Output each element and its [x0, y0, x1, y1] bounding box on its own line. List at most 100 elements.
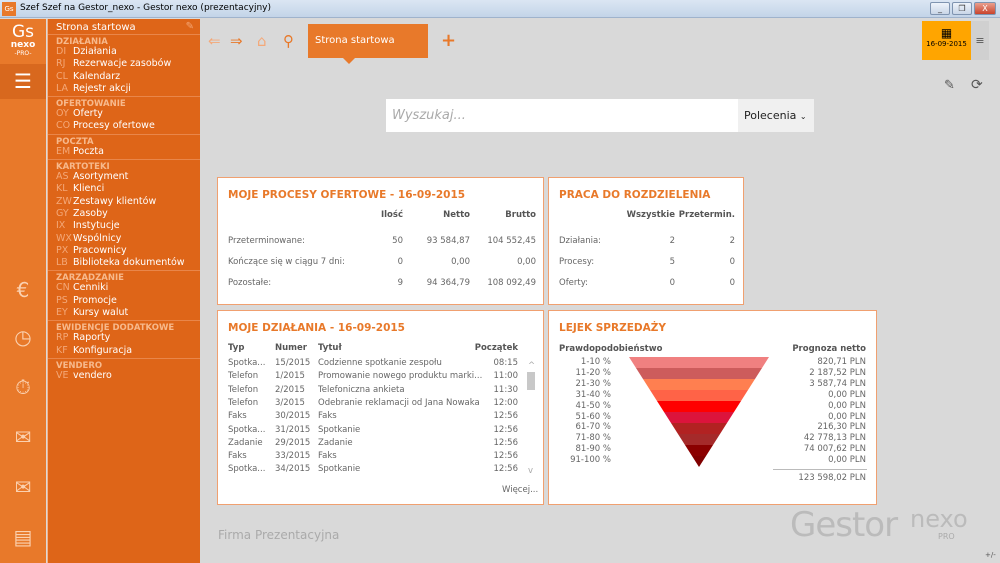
probability-range: 11-20 % — [575, 367, 611, 378]
menu-toggle-button[interactable]: ☰ — [0, 64, 46, 99]
cell: Telefoniczna ankieta — [318, 384, 405, 395]
probability-header: Prawdopodobieństwo — [559, 344, 663, 354]
scroll-up-icon[interactable]: ^ — [528, 361, 536, 371]
cell-value: 0 — [397, 257, 403, 267]
menu-item[interactable]: AS Asortyment — [56, 171, 129, 183]
cell-value: 0 — [669, 278, 675, 288]
scrollbar-thumb[interactable] — [527, 372, 535, 390]
cell-value: 94 364,79 — [426, 278, 470, 288]
restore-button[interactable]: ❐ — [952, 2, 972, 15]
date-button[interactable]: ▦ 16-09-2015 — [922, 21, 971, 60]
currency-icon[interactable]: € — [16, 278, 30, 302]
cell: 1/2015 — [275, 371, 305, 382]
menu-item[interactable]: CL Kalendarz — [56, 70, 121, 82]
menu-home[interactable]: Strona startowa ✎ — [56, 21, 194, 33]
forecast-value: 74 007,62 PLN — [803, 444, 866, 455]
table-row[interactable]: Telefon 1/2015 Promowanie nowego produktu … — [218, 371, 518, 384]
navigation-menu: Strona startowa ✎ DZIAŁANIA DI Działania RJ R… — [47, 19, 200, 563]
menu-item[interactable]: RP Raporty — [56, 332, 111, 344]
cell-value: 0 — [729, 257, 735, 267]
more-link[interactable]: Więcej... — [502, 485, 539, 495]
row-label: Przeterminowane: — [228, 236, 305, 246]
menu-item[interactable]: KL Klienci — [56, 183, 105, 195]
forward-arrow-icon[interactable]: ⇒ — [230, 32, 243, 50]
cell: Spotkanie — [318, 464, 361, 475]
zoom-toggle[interactable]: +/- — [985, 551, 996, 559]
edit-pencil-icon[interactable]: ✎ — [944, 78, 955, 93]
menu-item[interactable]: LB Biblioteka dokumentów — [56, 257, 185, 269]
minimize-button[interactable]: _ — [930, 2, 950, 15]
menu-section-header: VENDERO — [48, 357, 200, 371]
probability-range: 71-80 % — [575, 433, 611, 444]
table-row[interactable]: Zadanie 29/2015 Zadanie 12:56 — [218, 438, 518, 451]
pin-icon[interactable]: ✎ — [185, 21, 194, 32]
menu-item[interactable]: VE vendero — [56, 369, 112, 381]
menu-item[interactable]: IX Instytucje — [56, 220, 120, 232]
menu-item[interactable]: PS Promocje — [56, 294, 117, 306]
table-row[interactable]: Spotka... 31/2015 Spotkanie 12:56 — [218, 425, 518, 438]
stopwatch-icon[interactable]: ⏱ — [15, 375, 31, 399]
menu-item[interactable]: ZWZestawy klientów — [56, 195, 157, 207]
commands-dropdown[interactable]: Polecenia ⌄ — [738, 99, 814, 132]
menu-section-header: POCZTA — [48, 133, 200, 147]
probability-range: 91-100 % — [570, 455, 611, 466]
funnel-segment — [636, 368, 762, 379]
cell-value: 0,00 — [451, 257, 470, 267]
menu-item[interactable]: EM Poczta — [56, 145, 104, 157]
home-icon[interactable]: ⌂ — [257, 32, 267, 50]
menu-item[interactable]: DI Działania — [56, 46, 117, 57]
menu-item[interactable]: OY Oferty — [56, 108, 103, 120]
row-label: Kończące się w ciągu 7 dni: — [228, 257, 345, 267]
chevron-down-icon: ⌄ — [799, 112, 807, 121]
table-row[interactable]: Spotka... 34/2015 Spotkanie 12:56 — [218, 464, 518, 477]
menu-lines-icon: ☰ — [14, 69, 32, 93]
table-row[interactable]: Spotka... 15/2015 Codzienne spotkanie zesp… — [218, 358, 518, 371]
table-row[interactable]: Telefon 2/2015 Telefoniczna ankieta 11:30 — [218, 385, 518, 398]
menu-item[interactable]: GY Zasoby — [56, 207, 108, 219]
window-title: Szef Szef na Gestor_nexo - Gestor nexo (… — [20, 3, 272, 13]
menu-item[interactable]: CO Procesy ofertowe — [56, 120, 155, 132]
certificate-icon[interactable]: ▤ — [13, 525, 33, 549]
menu-item[interactable]: LA Rejestr akcji — [56, 82, 131, 94]
menu-item[interactable]: WXWspólnicy — [56, 232, 122, 244]
menu-item[interactable]: EY Kursy walut — [56, 307, 129, 319]
back-arrow-icon[interactable]: ⇐ — [208, 32, 221, 50]
forecast-value: 3 587,74 PLN — [809, 378, 866, 389]
calendar-clock-icon[interactable]: ◷ — [14, 325, 32, 349]
menu-item[interactable]: KF Konfiguracja — [56, 344, 133, 356]
funnel-segment — [650, 390, 748, 401]
search-icon[interactable]: ⚲ — [283, 32, 294, 50]
cell-value: 50 — [392, 236, 403, 246]
forecast-value: 216,30 PLN — [817, 422, 866, 433]
cell: 08:15 — [493, 358, 519, 368]
add-tab-button[interactable]: + — [441, 30, 457, 51]
cell: 12:56 — [493, 424, 519, 435]
column-header: Przetermin. — [678, 210, 735, 220]
cell-value: 0 — [729, 278, 735, 288]
tab-strona-startowa[interactable]: Strona startowa — [308, 24, 428, 64]
search-input[interactable] — [386, 99, 726, 132]
scroll-down-icon[interactable]: v — [528, 466, 534, 476]
close-button[interactable]: X — [974, 2, 996, 15]
cell: Telefon — [228, 397, 259, 408]
icon-rail: Gs nexo -PRO- ☰ € ◷ ⏱ ✉ ✉ ▤ — [0, 19, 46, 563]
refresh-icon[interactable]: ⟳ — [971, 77, 983, 93]
mails-icon[interactable]: ✉ — [14, 425, 32, 449]
cell: 11:00 — [493, 371, 519, 382]
hamburger-menu-button[interactable]: ≡ — [971, 21, 989, 60]
column-header: Netto — [443, 210, 470, 220]
divider — [773, 469, 867, 470]
cell: 3/2015 — [275, 397, 305, 408]
cell-value: 104 552,45 — [487, 236, 536, 246]
menu-item[interactable]: RJ Rezerwacje zasobów — [56, 58, 172, 70]
table-row[interactable]: Faks 33/2015 Faks 12:56 — [218, 451, 518, 464]
probability-range: 21-30 % — [575, 378, 611, 389]
table-row[interactable]: Telefon 3/2015 Odebranie reklamacji od Jan… — [218, 398, 518, 411]
menu-item[interactable]: PX Pracownicy — [56, 244, 127, 256]
row-label: Oferty: — [559, 278, 589, 288]
mail-icon[interactable]: ✉ — [14, 475, 32, 499]
cell: 30/2015 — [275, 411, 311, 422]
cell: Spotkanie — [318, 424, 361, 435]
menu-item[interactable]: CN Cenniki — [56, 282, 109, 294]
table-row[interactable]: Faks 30/2015 Faks 12:56 — [218, 411, 518, 424]
